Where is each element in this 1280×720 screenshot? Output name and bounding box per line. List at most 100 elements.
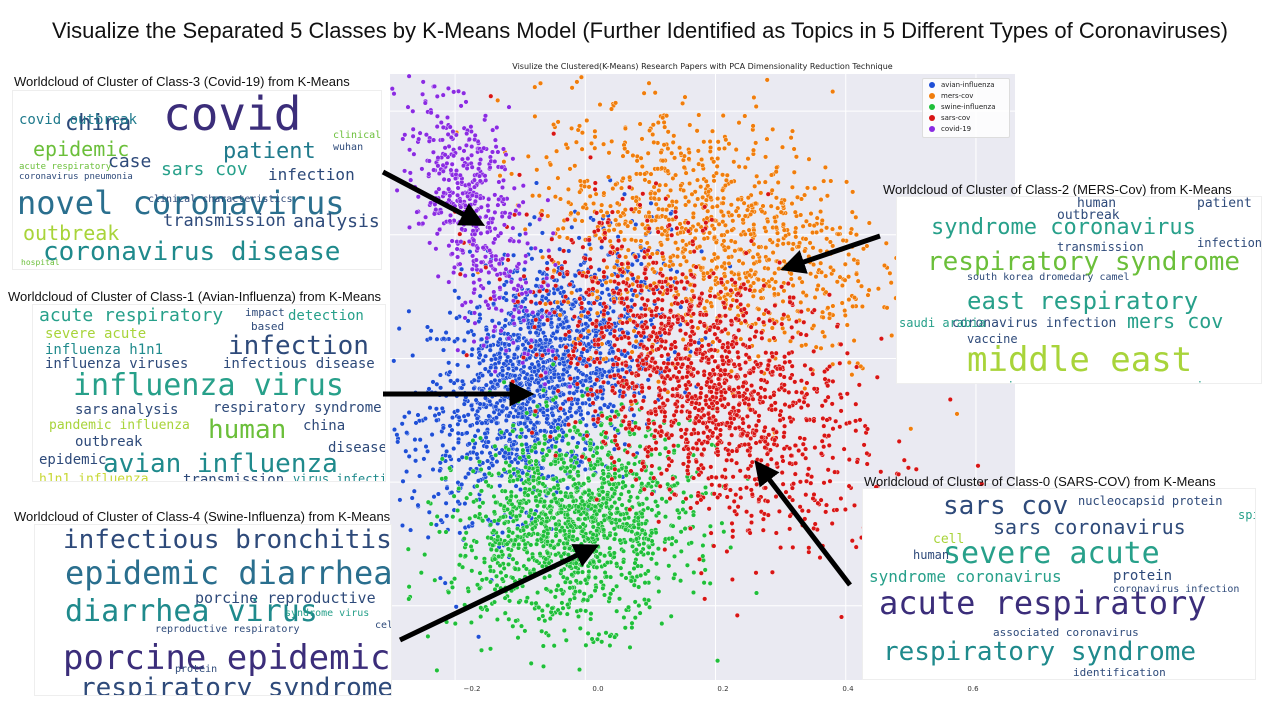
data-point — [720, 172, 726, 178]
data-point — [447, 423, 453, 429]
data-point — [673, 538, 679, 544]
data-point — [544, 518, 550, 524]
data-point — [671, 482, 677, 488]
data-point — [540, 643, 546, 649]
data-point — [682, 247, 688, 253]
data-point — [584, 118, 590, 124]
data-point — [622, 539, 628, 545]
data-point — [588, 387, 594, 393]
data-point — [744, 433, 750, 439]
data-point — [491, 518, 497, 524]
data-point — [548, 424, 554, 430]
data-point — [792, 229, 798, 235]
data-point — [621, 237, 627, 243]
data-point — [666, 203, 672, 209]
data-point — [604, 210, 610, 216]
data-point — [695, 196, 701, 202]
data-point — [792, 209, 798, 215]
data-point — [812, 445, 818, 451]
data-point — [540, 387, 546, 393]
data-point — [535, 311, 541, 317]
data-point — [642, 177, 648, 183]
data-point — [545, 603, 551, 609]
data-point — [672, 155, 678, 161]
data-point — [820, 314, 826, 320]
data-point — [842, 308, 848, 314]
data-point — [517, 487, 523, 493]
data-point — [497, 563, 503, 569]
data-point — [597, 405, 603, 411]
data-point — [699, 290, 705, 296]
data-point — [600, 334, 606, 340]
data-point — [649, 507, 655, 513]
data-point — [762, 225, 768, 231]
data-point — [551, 309, 557, 315]
data-point — [534, 167, 540, 173]
data-point — [551, 371, 557, 377]
data-point — [578, 333, 584, 339]
data-point — [546, 448, 552, 454]
data-point — [684, 374, 690, 380]
data-point — [709, 303, 715, 309]
data-point — [764, 77, 770, 83]
data-point — [493, 356, 499, 362]
data-point — [545, 550, 551, 556]
data-point — [521, 267, 527, 273]
data-point — [406, 453, 412, 459]
data-point — [686, 459, 692, 465]
data-point — [857, 417, 863, 423]
data-point — [554, 148, 560, 154]
data-point — [685, 364, 691, 370]
data-point — [680, 461, 686, 467]
chart-title: Visulize the Clustered(K-Means) Research… — [512, 62, 893, 71]
data-point — [514, 560, 520, 566]
data-point — [631, 582, 637, 588]
data-point — [633, 547, 639, 553]
data-point — [505, 366, 511, 372]
data-point — [555, 119, 561, 125]
data-point — [500, 403, 506, 409]
data-point — [674, 225, 680, 231]
data-point — [648, 334, 654, 340]
data-point — [851, 338, 857, 344]
data-point — [643, 275, 649, 281]
data-point — [798, 405, 804, 411]
data-point — [658, 471, 664, 477]
data-point — [497, 336, 503, 342]
data-point — [631, 328, 637, 334]
data-point — [451, 389, 457, 395]
data-point — [488, 418, 494, 424]
data-point — [628, 494, 634, 500]
data-point — [616, 222, 622, 228]
data-point — [655, 166, 661, 172]
data-point — [846, 251, 852, 257]
data-point — [632, 615, 638, 621]
data-point — [629, 529, 635, 535]
data-point — [557, 447, 563, 453]
data-point — [496, 471, 502, 477]
data-point — [822, 433, 828, 439]
data-point — [434, 667, 440, 673]
data-point — [413, 420, 419, 426]
data-point — [619, 320, 625, 326]
data-point — [759, 335, 765, 341]
data-point — [592, 128, 598, 134]
data-point — [703, 393, 709, 399]
data-point — [820, 309, 826, 315]
data-point — [567, 546, 573, 552]
data-point — [551, 267, 557, 273]
data-point — [455, 440, 461, 446]
data-point — [729, 432, 735, 438]
data-point — [651, 434, 657, 440]
data-point — [626, 442, 632, 448]
data-point — [531, 393, 537, 399]
data-point — [620, 418, 626, 424]
data-point — [691, 248, 697, 254]
data-point — [586, 569, 592, 575]
data-point — [691, 512, 697, 518]
data-point — [437, 460, 443, 466]
data-point — [479, 373, 485, 379]
data-point — [625, 260, 631, 266]
data-point — [613, 100, 619, 106]
data-point — [644, 218, 650, 224]
